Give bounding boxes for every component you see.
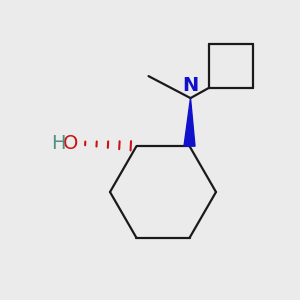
Text: N: N <box>182 76 199 95</box>
Text: O: O <box>63 134 79 153</box>
Text: H: H <box>51 134 65 153</box>
Polygon shape <box>184 98 195 146</box>
